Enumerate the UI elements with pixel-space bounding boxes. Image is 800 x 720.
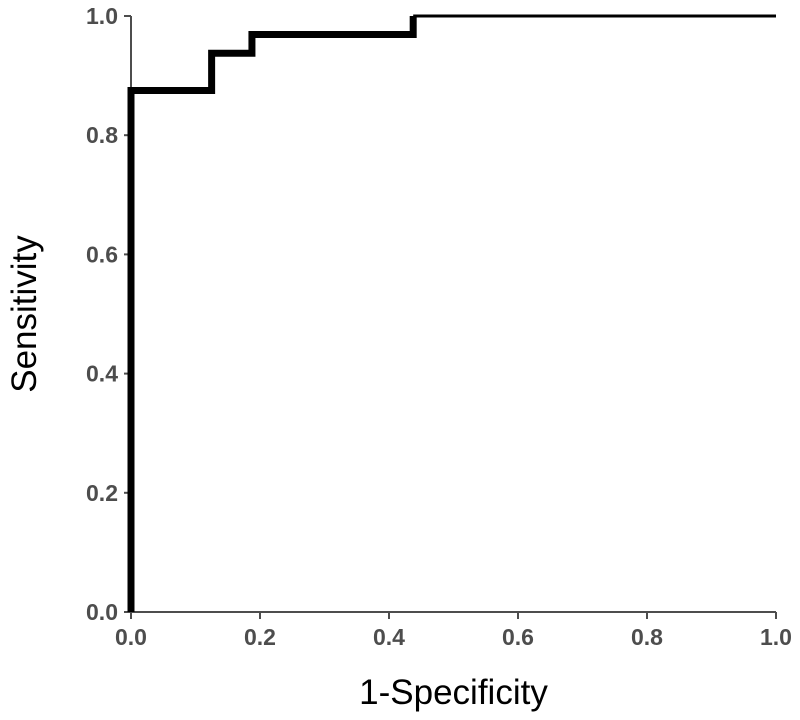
y-tick-label: 0.4 [86,361,118,387]
x-tick-label: 1.0 [760,624,792,650]
series-layer [127,14,776,612]
x-tick-label: 0.4 [373,624,405,650]
y-tick-label: 0.2 [86,480,118,506]
y-tick-label: 0.6 [86,241,118,267]
x-axis-title: 1-Specificity [359,673,548,712]
y-axis-title: Sensitivity [5,235,44,393]
ticks: 0.0 0.2 0.4 0.6 0.8 1.0 0.0 0.2 0.4 0.6 0.8 1.0 [86,3,792,650]
x-tick-label: 0.0 [115,624,147,650]
y-tick-label: 0.8 [86,122,118,148]
x-tick-label: 0.2 [244,624,276,650]
y-tick-label: 0.0 [86,599,118,625]
x-tick-label: 0.6 [502,624,534,650]
axes [125,16,776,618]
x-tick-label: 0.8 [631,624,663,650]
roc-curve-line [127,16,417,612]
y-tick-label: 1.0 [86,3,118,29]
